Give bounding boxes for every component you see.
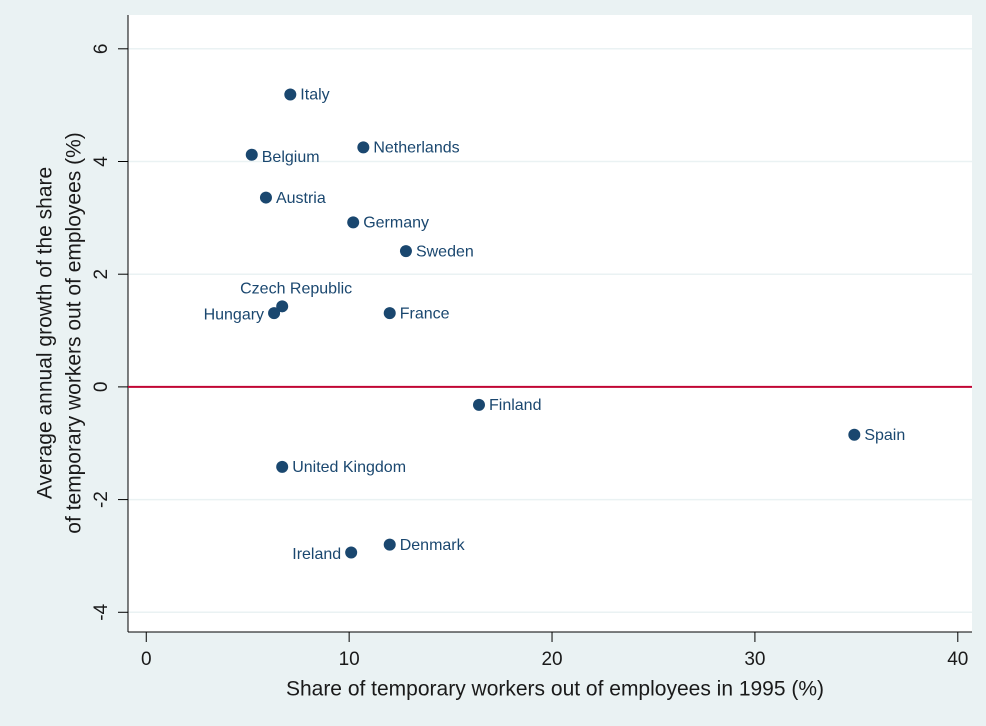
point [276,460,289,473]
point [276,300,289,313]
point-label: Italy [300,87,329,104]
y-tick-label: 0 [91,382,112,393]
y-tick-label: 6 [91,44,112,55]
y-tick-label: -2 [91,491,112,508]
x-tick-label: 10 [339,649,360,670]
point [383,307,396,320]
point [357,141,370,154]
point [245,148,258,161]
y-axis-title: Average annual growth of the share [34,167,57,499]
point [284,88,297,101]
x-tick-label: 0 [141,649,152,670]
y-tick-label: 2 [91,269,112,280]
point-label: Hungary [204,306,264,323]
point [383,538,396,551]
y-tick-label: 4 [91,156,112,167]
point-label: France [400,305,450,322]
x-axis-title: Share of temporary workers out of employ… [286,678,824,701]
point-label: Austria [276,190,326,207]
y-tick-label: -4 [91,603,112,620]
point [345,546,358,559]
point [472,398,485,411]
point-label: Belgium [262,149,320,166]
point [848,428,861,441]
point [399,245,412,258]
point-label: Finland [489,397,541,414]
point-label: Ireland [292,546,341,563]
x-tick-label: 20 [541,649,562,670]
point [259,191,272,204]
point-label: Czech Republic [240,281,352,298]
y-axis-title: of temporary workers out of employees (%… [63,132,86,533]
x-tick-label: 40 [947,649,968,670]
plot-area [128,15,972,632]
point-label: Netherlands [373,140,459,157]
point [347,216,360,229]
point-label: Germany [363,215,429,232]
point [268,307,281,320]
x-tick-label: 30 [744,649,765,670]
point-label: Denmark [400,537,466,554]
point-label: Spain [864,427,905,444]
point-label: United Kingdom [292,459,406,476]
point-label: Sweden [416,243,474,260]
